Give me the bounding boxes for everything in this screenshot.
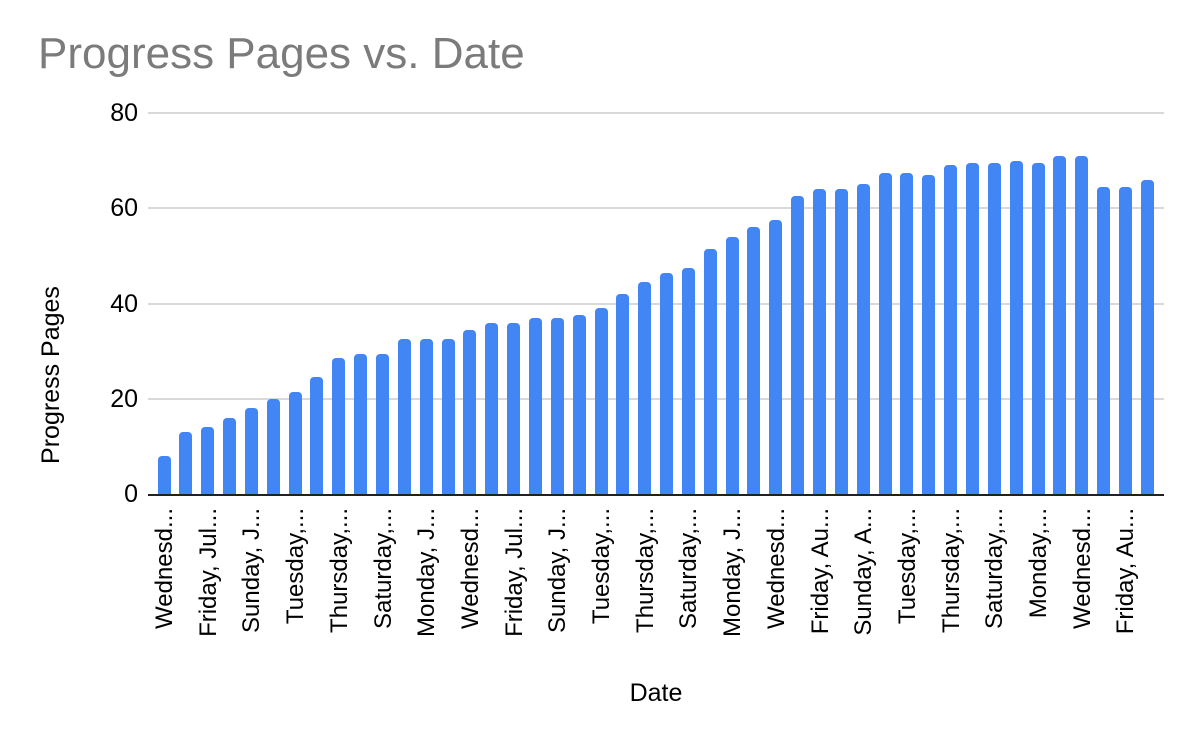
bar-3 [201,427,215,494]
bar-46 [1140,179,1154,494]
bar-29 [769,220,783,494]
bar-7 [288,391,302,494]
x-tick-label-23: Friday, Au... [1112,508,1140,635]
x-tick-label-15: Wednesd... [762,508,790,629]
bar-22 [616,293,630,494]
bar-37 [944,165,958,494]
bar-32 [834,189,848,494]
x-tick-label-22: Wednesd... [1068,508,1096,629]
bar-45 [1118,186,1132,494]
bar-34 [878,172,892,494]
x-axis-title: Date [629,679,683,707]
x-tick-label-8: Wednesd... [456,508,484,629]
bar-44 [1097,186,1111,494]
x-tick-label-7: Monday, J... [413,508,441,637]
x-tick-label-20: Saturday,... [981,508,1009,629]
x-tick-label-14: Monday, J... [719,508,747,637]
bar-12 [397,339,411,494]
y-tick-label-40: 40 [110,289,138,318]
x-tick-label-3: Sunday, J... [238,508,266,633]
bar-14 [441,339,455,494]
bar-35 [900,172,914,494]
x-tick-label-21: Monday,... [1025,508,1052,619]
bar-38 [965,163,979,494]
bar-10 [354,353,368,494]
x-tick-label-5: Thursday,... [325,508,353,633]
bar-31 [813,189,826,494]
bar-9 [332,358,346,494]
x-tick-label-12: Thursday,... [631,508,659,633]
x-tick-label-11: Tuesday,... [588,508,615,625]
gridline-80 [148,112,1164,114]
chart-title: Progress Pages vs. Date [38,29,525,78]
bar-20 [572,315,586,494]
gridline-20 [148,397,1164,400]
bar-26 [703,248,717,494]
x-tick-label-2: Friday, Jul... [194,508,222,637]
bar-36 [922,174,936,494]
bar-8 [310,377,324,494]
bar-6 [266,398,280,494]
bar-28 [747,227,761,494]
bar-11 [376,353,389,494]
gridline-60 [148,207,1164,210]
bar-17 [507,322,521,494]
bar-2 [179,432,193,494]
x-tick-label-17: Sunday, A... [850,508,878,636]
bar-13 [419,339,433,494]
bar-43 [1075,155,1089,494]
x-tick-label-16: Friday, Au... [806,508,834,635]
bar-1 [157,455,171,494]
x-tick-label-6: Saturday,... [369,508,397,629]
bar-16 [485,322,499,494]
bar-19 [550,317,564,494]
y-tick-label-0: 0 [124,480,138,508]
x-tick-label-19: Thursday,... [937,508,965,633]
gridline-40 [148,302,1164,305]
y-tick-label-80: 80 [110,99,138,127]
bar-42 [1053,155,1067,494]
bar-24 [660,272,674,494]
bar-39 [987,163,1001,494]
x-tick-label-10: Sunday, J... [544,508,572,633]
bar-5 [244,408,258,494]
bar-33 [856,184,870,494]
x-tick-label-1: Wednesd... [151,508,178,629]
x-tick-label-9: Friday, Jul... [500,508,528,637]
x-tick-label-18: Tuesday,... [893,508,921,625]
bar-27 [725,236,739,494]
y-tick-label-60: 60 [110,194,138,223]
bar-21 [594,308,608,494]
y-tick-label-20: 20 [110,384,138,413]
plot-area [148,112,1164,496]
bar-40 [1009,160,1023,494]
x-tick-label-4: Tuesday,... [282,508,310,625]
bar-23 [638,282,652,494]
bar-4 [223,417,237,494]
bar-18 [528,317,542,494]
bar-15 [463,329,477,494]
bar-25 [681,267,695,494]
bar-41 [1031,163,1045,494]
x-tick-label-13: Saturday,... [675,508,703,629]
x-axis-line [148,494,1164,496]
bar-30 [791,196,805,494]
